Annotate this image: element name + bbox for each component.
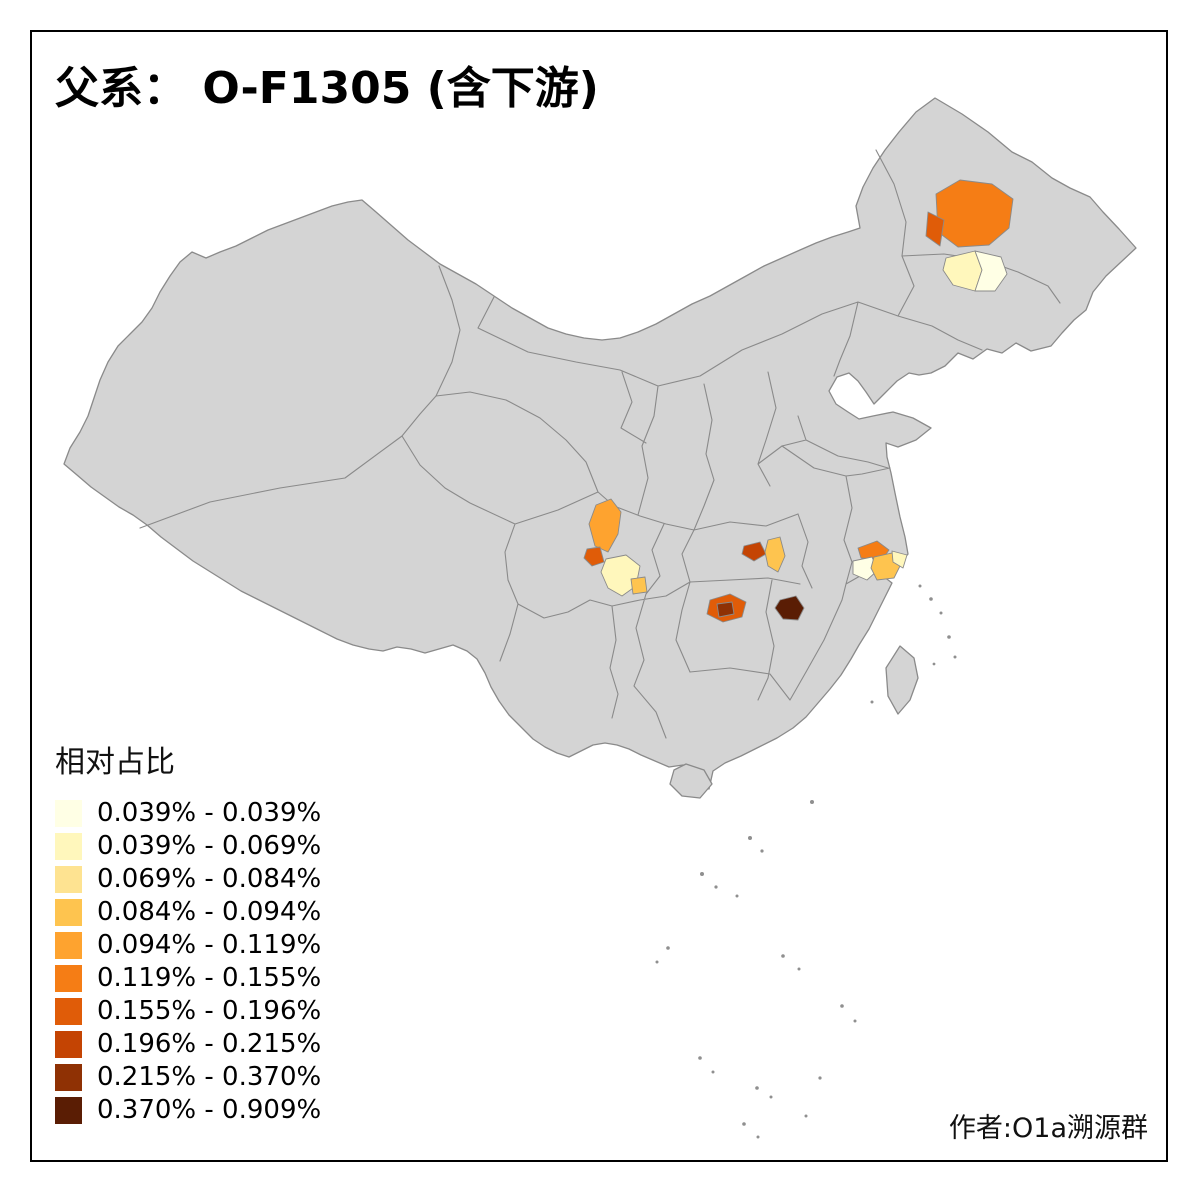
south-china-sea-islets [655,584,957,1139]
legend-label: 0.215% - 0.370% [97,1062,322,1092]
choropleth-region [741,541,767,562]
page-title: 父系： O-F1305 (含下游) [55,63,599,114]
choropleth-region [974,250,1008,292]
choropleth-region [600,554,641,597]
legend-label: 0.370% - 0.909% [97,1095,322,1125]
legend-label: 0.039% - 0.039% [97,798,322,828]
legend-item: 0.039% - 0.039% [55,800,321,827]
legend-label: 0.119% - 0.155% [97,963,322,993]
legend-item: 0.119% - 0.155% [55,965,321,992]
legend-item: 0.155% - 0.196% [55,998,321,1025]
choropleth-region [891,550,908,569]
legend-item: 0.039% - 0.069% [55,833,321,860]
legend-swatch [55,866,82,893]
china-mainland [63,97,1137,790]
legend-item: 0.084% - 0.094% [55,899,321,926]
choropleth-region [774,595,805,621]
legend: 相对占比 0.039% - 0.039% 0.039% - 0.069% 0.0… [55,746,321,1130]
choropleth-regions [583,179,1014,623]
legend-swatch [55,965,82,992]
choropleth-region [588,498,622,553]
legend-label: 0.069% - 0.084% [97,864,322,894]
legend-label: 0.155% - 0.196% [97,996,322,1026]
legend-swatch [55,932,82,959]
legend-swatch [55,1097,82,1124]
choropleth-region [925,211,945,247]
legend-item: 0.196% - 0.215% [55,1031,321,1058]
choropleth-region [935,179,1014,248]
legend-label: 0.084% - 0.094% [97,897,322,927]
legend-label: 0.094% - 0.119% [97,930,322,960]
legend-item: 0.370% - 0.909% [55,1097,321,1124]
province-borders [139,149,1061,739]
legend-item: 0.094% - 0.119% [55,932,321,959]
legend-swatch [55,1064,82,1091]
legend-item: 0.069% - 0.084% [55,866,321,893]
choropleth-region [630,576,648,595]
legend-label: 0.039% - 0.069% [97,831,322,861]
hainan-island [669,763,713,799]
legend-swatch [55,1031,82,1058]
legend-item: 0.215% - 0.370% [55,1064,321,1091]
choropleth-region [764,536,786,573]
legend-swatch [55,998,82,1025]
choropleth-region [716,601,735,618]
legend-title: 相对占比 [55,745,175,780]
legend-label: 0.196% - 0.215% [97,1029,322,1059]
legend-swatch [55,833,82,860]
choropleth-region [583,546,605,567]
legend-swatch [55,800,82,827]
legend-swatch [55,899,82,926]
choropleth-region [852,556,879,581]
taiwan-island [885,645,919,715]
author-credit: 作者:O1a溯源群 [948,1113,1148,1144]
